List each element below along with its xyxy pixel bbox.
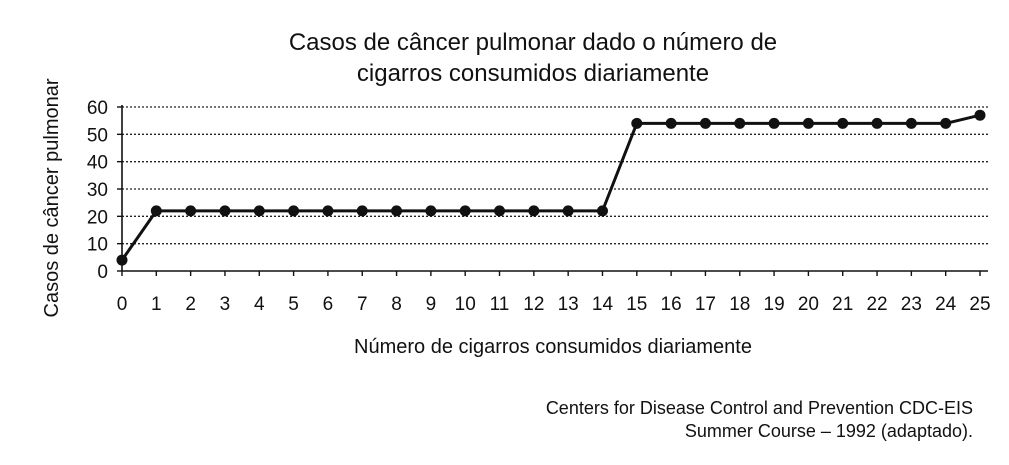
- x-tick-label-9: 9: [426, 294, 437, 315]
- data-point-11: [494, 205, 506, 217]
- x-tick-label-15: 15: [626, 294, 647, 315]
- x-tick-label-25: 25: [969, 294, 990, 315]
- axes: [117, 105, 988, 276]
- x-tick-label-14: 14: [592, 294, 614, 315]
- x-tick-label-10: 10: [455, 294, 476, 315]
- series-line: [120, 113, 981, 261]
- data-point-19: [768, 117, 780, 129]
- x-tick-labels: 0 1 2 3 4 5 6 7 8 9 10 11 12 13 14 15 16 17 18 19 20 21 22 23 24…: [117, 294, 991, 315]
- data-point-2: [185, 205, 197, 217]
- source-line-1: Centers for Disease Control and Preventi…: [545, 398, 973, 418]
- data-point-25: [974, 109, 986, 121]
- data-point-8: [391, 205, 403, 217]
- data-point-0: [116, 254, 128, 266]
- y-tick-label-50: 50: [87, 125, 108, 146]
- x-tick-label-22: 22: [866, 294, 887, 315]
- data-point-10: [459, 205, 471, 217]
- x-tick-label-18: 18: [729, 294, 750, 315]
- x-tick-label-6: 6: [323, 294, 334, 315]
- x-tick-label-20: 20: [798, 294, 819, 315]
- y-tick-label-10: 10: [87, 235, 108, 256]
- x-tick-label-19: 19: [764, 294, 785, 315]
- x-tick-label-13: 13: [558, 294, 579, 315]
- data-point-20: [802, 117, 814, 129]
- x-axis-label: Número de cigarros consumidos diariament…: [354, 336, 752, 358]
- data-point-1: [150, 205, 162, 217]
- chart-title-line-2: cigarros consumidos diariamente: [357, 60, 709, 87]
- y-tick-label-30: 30: [87, 180, 108, 201]
- x-tick-label-17: 17: [695, 294, 716, 315]
- data-point-14: [596, 205, 608, 217]
- y-tick-labels: 0 10 20 30 40 50 60: [87, 98, 108, 283]
- y-axis-label: Casos de câncer pulmonar: [41, 78, 63, 317]
- chart-title-line-1: Casos de câncer pulmonar dado o número d…: [289, 29, 777, 56]
- x-tick-label-21: 21: [832, 294, 853, 315]
- x-tick-label-23: 23: [901, 294, 922, 315]
- data-point-13: [562, 205, 574, 217]
- data-point-12: [528, 205, 540, 217]
- data-point-6: [322, 205, 334, 217]
- data-point-22: [871, 117, 883, 129]
- y-tick-label-0: 0: [97, 262, 108, 283]
- data-point-9: [425, 205, 437, 217]
- y-tick-label-20: 20: [87, 207, 108, 228]
- data-point-15: [631, 117, 643, 129]
- data-point-23: [905, 117, 917, 129]
- data-point-3: [219, 205, 231, 217]
- data-point-21: [837, 117, 849, 129]
- x-tick-label-2: 2: [185, 294, 196, 315]
- source-line-2: Summer Course – 1992 (adaptado).: [684, 421, 973, 441]
- x-tick-label-0: 0: [117, 294, 128, 315]
- y-tick-label-40: 40: [87, 153, 108, 174]
- x-tick-label-11: 11: [490, 294, 510, 315]
- y-tick-label-60: 60: [87, 98, 108, 119]
- data-point-5: [288, 205, 300, 217]
- x-tick-label-24: 24: [935, 294, 957, 315]
- data-point-24: [940, 117, 952, 129]
- x-tick-label-4: 4: [254, 294, 265, 315]
- data-points: [116, 109, 986, 266]
- data-point-16: [665, 117, 677, 129]
- x-tick-label-16: 16: [661, 294, 682, 315]
- data-point-18: [734, 117, 746, 129]
- data-point-4: [253, 205, 265, 217]
- x-tick-label-12: 12: [523, 294, 544, 315]
- x-tick-label-3: 3: [220, 294, 231, 315]
- x-tick-label-5: 5: [288, 294, 299, 315]
- x-tick-label-1: 1: [151, 294, 162, 315]
- data-point-17: [699, 117, 711, 129]
- gridlines: [122, 106, 988, 245]
- x-tick-label-7: 7: [357, 294, 368, 315]
- x-tick-label-8: 8: [391, 294, 402, 315]
- data-point-7: [356, 205, 368, 217]
